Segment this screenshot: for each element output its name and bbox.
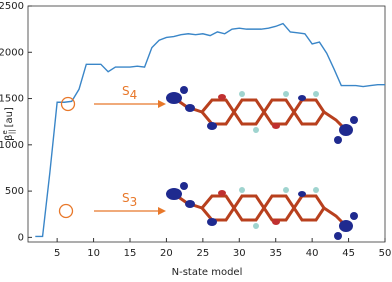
x-tick-label: 50 (379, 248, 392, 259)
y-axis-label: βe||[au] (1, 107, 16, 141)
y-tick-label: 2000 (0, 47, 24, 58)
molecule-s4 (164, 84, 360, 146)
x-tick-label: 30 (233, 248, 246, 259)
annotation-label: S4 (122, 84, 137, 102)
y-tick-label: 2500 (0, 1, 24, 12)
y-tick-label: 0 (18, 232, 24, 243)
x-tick-label: 40 (306, 248, 319, 259)
x-tick-label: 25 (196, 248, 209, 259)
y-tick-label: 1500 (0, 94, 24, 105)
y-tick-label: 1000 (0, 140, 24, 151)
x-axis-label: N-state model (172, 267, 243, 278)
y-tick-label: 500 (5, 186, 24, 197)
x-tick-label: 5 (54, 248, 60, 259)
highlight-circle (60, 96, 76, 112)
arrow-head (158, 207, 166, 215)
molecule-s3 (164, 180, 360, 242)
annotation-label: S3 (122, 191, 137, 209)
plot-frame (27, 5, 386, 243)
line-series (35, 22, 385, 238)
annotations (58, 96, 166, 219)
x-tick-label: 45 (342, 248, 355, 259)
x-tick-label: 10 (87, 248, 100, 259)
highlight-circle (58, 203, 74, 219)
arrow-head (158, 100, 166, 108)
x-tick-label: 35 (269, 248, 282, 259)
x-tick-label: 15 (124, 248, 137, 259)
x-tick-label: 20 (160, 248, 173, 259)
